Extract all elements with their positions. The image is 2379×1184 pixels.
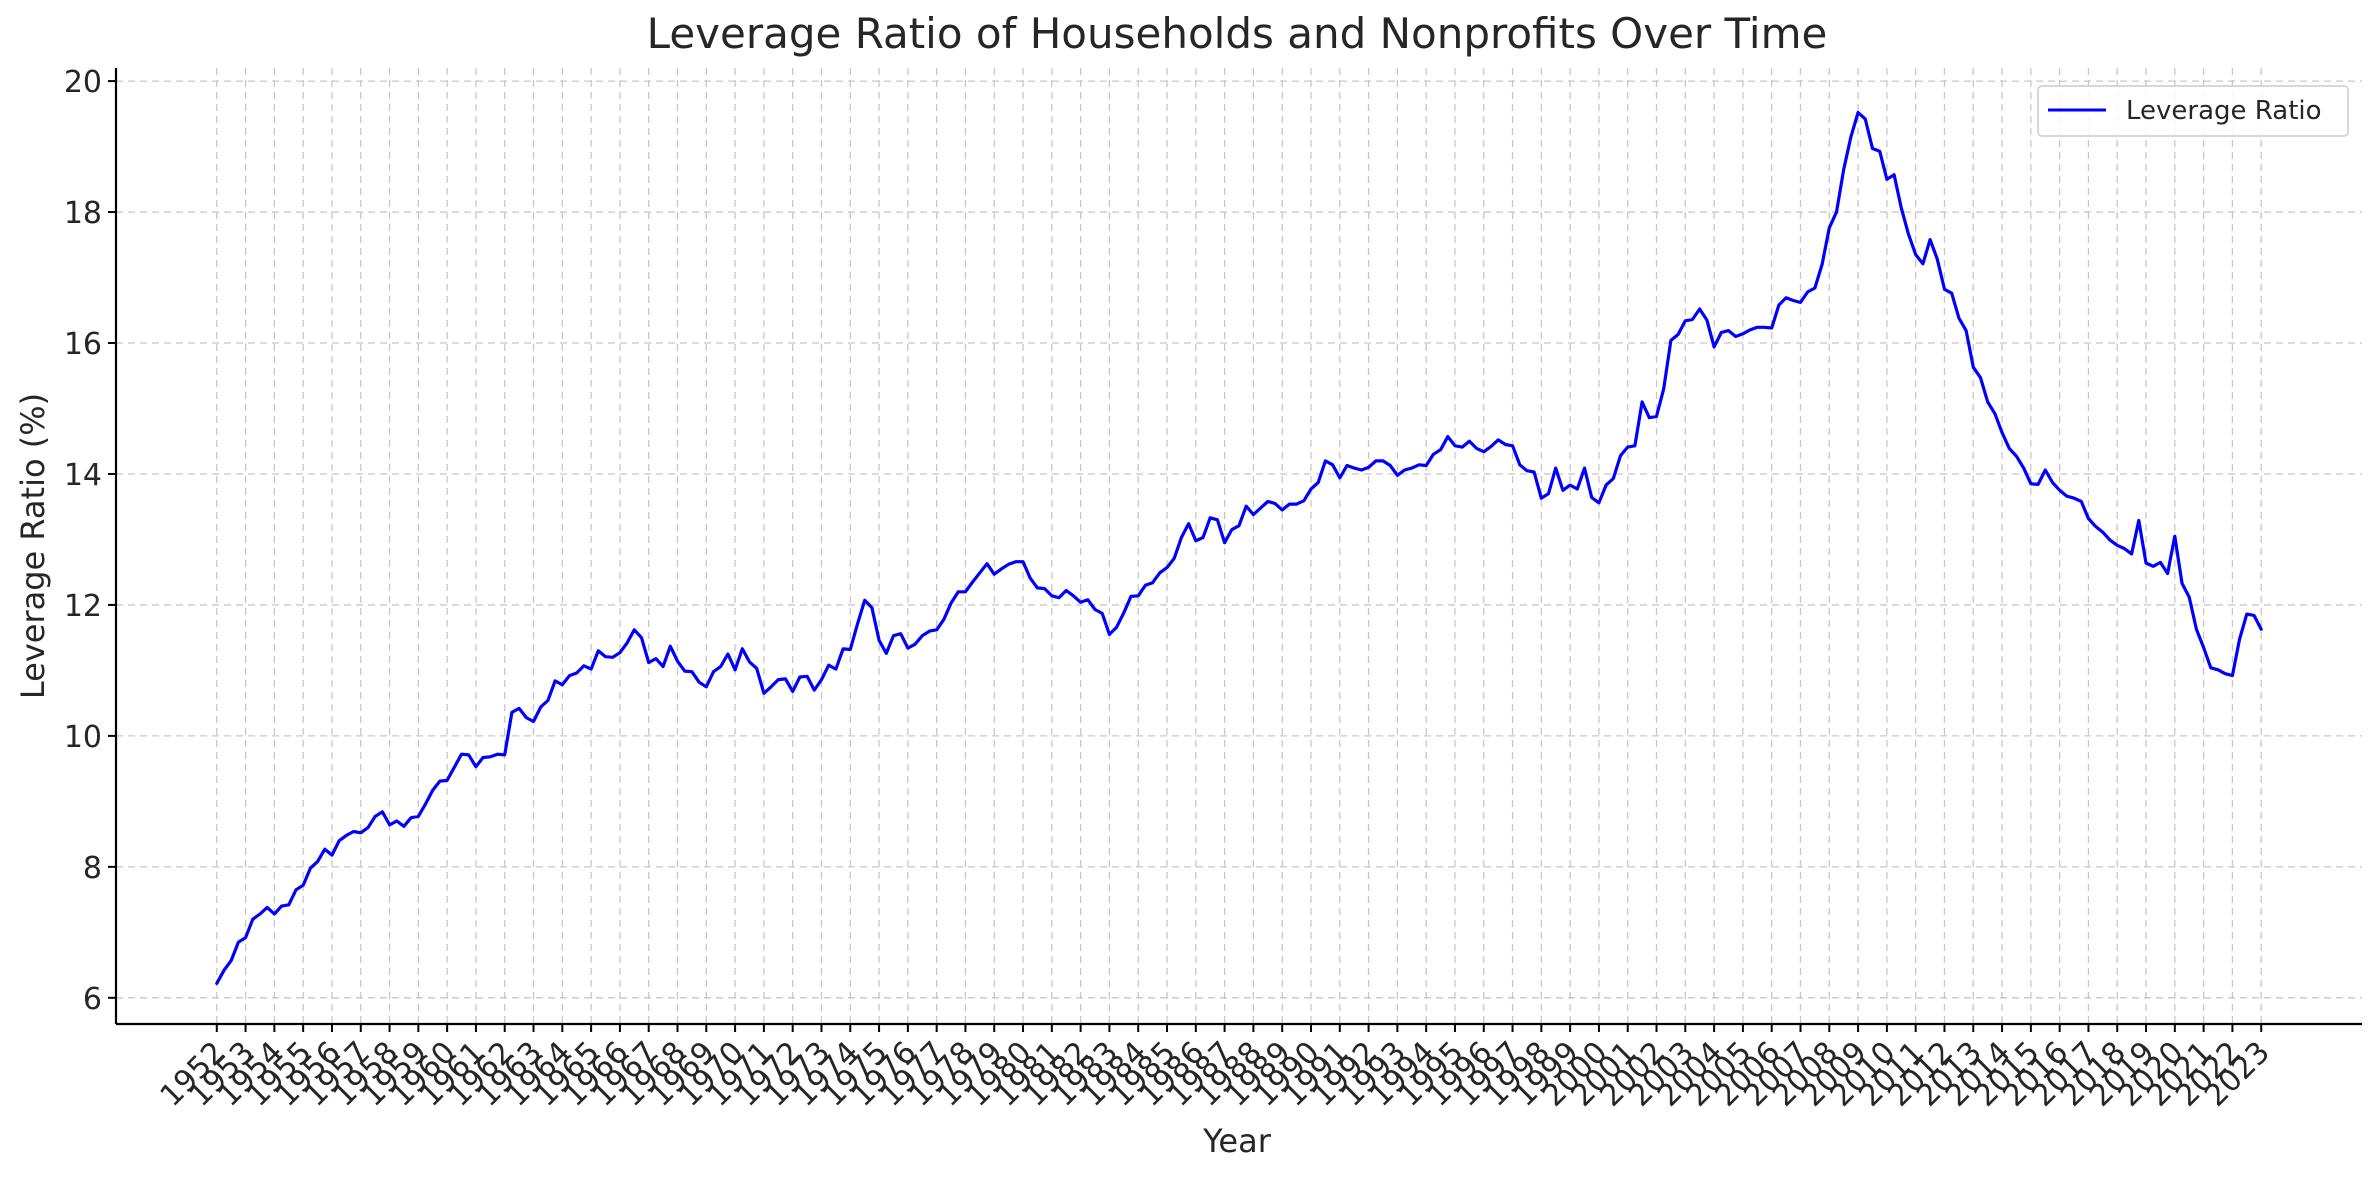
y-tick-label: 8 bbox=[83, 851, 102, 886]
y-tick-label: 20 bbox=[64, 65, 102, 100]
legend: Leverage Ratio bbox=[2037, 85, 2349, 137]
chart-title: Leverage Ratio of Households and Nonprof… bbox=[647, 9, 1828, 58]
series-line-leverage-ratio bbox=[215, 110, 2263, 986]
y-tick-label: 6 bbox=[83, 982, 102, 1017]
grid-lines bbox=[116, 68, 2362, 1024]
y-tick-label: 10 bbox=[64, 720, 102, 755]
y-tick-label: 16 bbox=[64, 327, 102, 362]
x-axis-label: Year bbox=[1202, 1122, 1272, 1160]
series-layer bbox=[215, 110, 2263, 986]
y-axis-label: Leverage Ratio (%) bbox=[14, 393, 52, 699]
y-tick-label: 18 bbox=[64, 196, 102, 231]
legend-label: Leverage Ratio bbox=[2126, 96, 2322, 126]
y-tick-label: 14 bbox=[64, 458, 102, 493]
y-tick-label: 12 bbox=[64, 589, 102, 624]
legend-box bbox=[2037, 85, 2349, 137]
